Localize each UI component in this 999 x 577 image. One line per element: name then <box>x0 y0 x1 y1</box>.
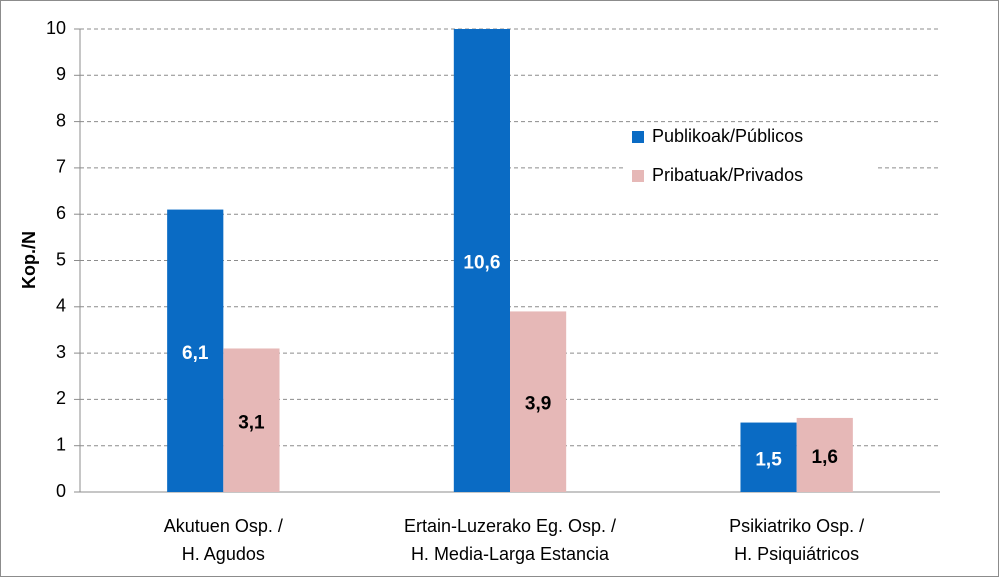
x-tick-label: H. Psiquiátricos <box>734 544 859 564</box>
x-tick-label: Ertain-Luzerako Eg. Osp. / <box>404 516 616 536</box>
y-tick-label: 2 <box>56 388 66 408</box>
y-tick-label: 0 <box>56 481 66 501</box>
y-tick-label: 9 <box>56 64 66 84</box>
bar <box>796 417 853 492</box>
value-label: 10,6 <box>463 253 500 274</box>
bars <box>167 29 853 492</box>
legend-bg <box>626 162 876 190</box>
x-tick-label: Akutuen Osp. / <box>164 516 283 536</box>
y-tick-label: 4 <box>56 296 66 316</box>
bar <box>453 29 510 492</box>
y-axis-title: Kop./N <box>19 231 39 289</box>
y-tick-label: 7 <box>56 157 66 177</box>
legend-swatch <box>632 131 644 143</box>
value-label: 1,5 <box>755 449 782 470</box>
legend-label: Pribatuak/Privados <box>652 165 803 185</box>
y-tick-label: 6 <box>56 203 66 223</box>
bar <box>167 209 224 492</box>
x-tick-label: H. Agudos <box>182 544 265 564</box>
value-label: 3,9 <box>525 394 551 415</box>
legend-label: Publikoak/Públicos <box>652 126 803 146</box>
value-label: 3,1 <box>238 412 265 433</box>
y-tick-label: 10 <box>46 18 66 38</box>
value-label: 6,1 <box>182 343 209 364</box>
y-tick-label: 5 <box>56 249 66 269</box>
legend-swatch <box>632 170 644 182</box>
y-tick-label: 3 <box>56 342 66 362</box>
y-tick-label: 1 <box>56 434 66 454</box>
value-label: 1,6 <box>812 447 838 468</box>
x-tick-label: H. Media-Larga Estancia <box>411 544 610 564</box>
bar <box>740 422 797 492</box>
legend-bg <box>626 123 876 151</box>
bar <box>223 348 280 492</box>
bar <box>510 311 567 492</box>
y-tick-label: 8 <box>56 110 66 130</box>
x-tick-label: Psikiatriko Osp. / <box>729 516 864 536</box>
